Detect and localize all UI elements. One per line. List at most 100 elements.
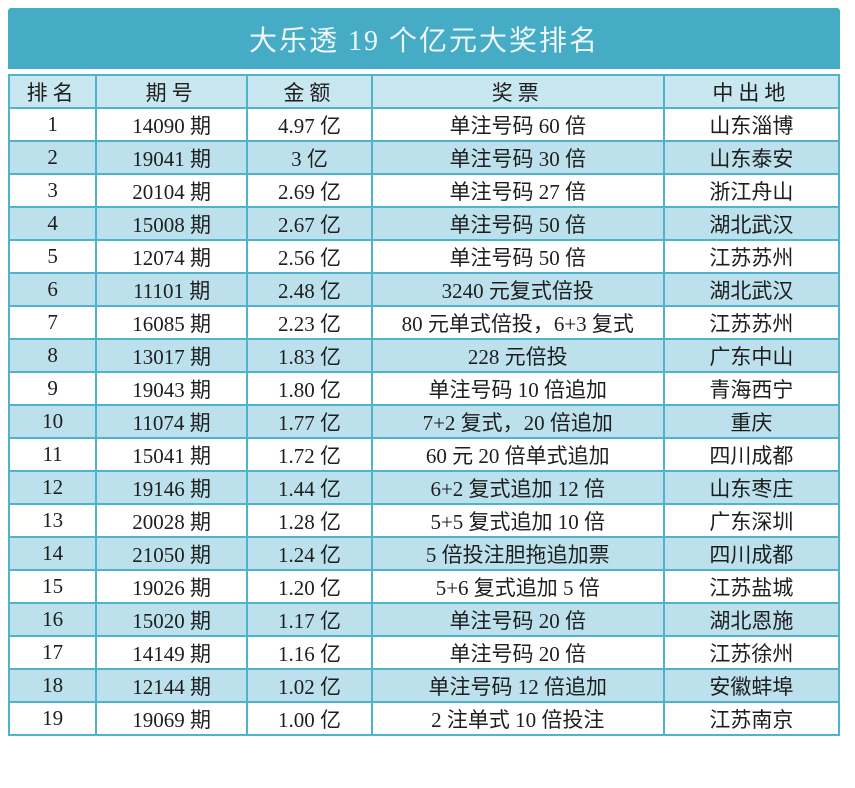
cell-place: 浙江舟山 [662,173,841,208]
table-row: 9 19043 期 1.80 亿单注号码 10 倍追加 青海西宁 [7,371,841,406]
column-header-amount: 金额 [246,74,373,109]
cell-place: 湖北武汉 [662,272,841,307]
cell-ticket: 单注号码 50 倍 [370,206,665,241]
cell-amount: 1.28 亿 [246,503,373,538]
cell-amount: 1.80 亿 [246,371,373,406]
column-header-period: 期号 [95,74,249,109]
table-row: 3 20104 期 2.69 亿单注号码 27 倍浙江舟山 [7,173,841,208]
cell-amount: 2.48 亿 [246,272,373,307]
cell-period: 20104 期 [95,173,249,208]
cell-place: 广东深圳 [662,503,841,538]
table-row: 13 20028 期 1.28 亿 5+5 复式追加 10 倍广东深圳 [7,503,841,538]
cell-amount: 1.24 亿 [246,536,373,571]
cell-rank: 8 [7,338,98,373]
cell-rank: 17 [7,635,98,670]
cell-period: 15020 期 [95,602,249,637]
cell-ticket: 80 元单式倍投，6+3 复式 [370,305,665,340]
cell-period: 15008 期 [95,206,249,241]
cell-period: 12074 期 [95,239,249,274]
table-row: 18 12144 期 1.02 亿单注号码 12 倍追加 安徽蚌埠 [7,668,841,703]
cell-rank: 16 [7,602,98,637]
cell-amount: 1.00 亿 [246,701,373,736]
cell-amount: 2.67 亿 [246,206,373,241]
table-row: 6 11101 期 2.48 亿 3240 元复式倍投 湖北武汉 [7,272,841,307]
cell-rank: 2 [7,140,98,175]
cell-rank: 4 [7,206,98,241]
cell-amount: 1.83 亿 [246,338,373,373]
cell-place: 山东淄博 [662,107,841,142]
cell-amount: 1.17 亿 [246,602,373,637]
column-header-place: 中出地 [662,74,841,109]
cell-amount: 1.02 亿 [246,668,373,703]
cell-ticket: 2 注单式 10 倍投注 [370,701,665,736]
cell-rank: 7 [7,305,98,340]
table-row: 4 15008 期 2.67 亿单注号码 50 倍湖北武汉 [7,206,841,241]
cell-period: 15041 期 [95,437,249,472]
table-row: 16 15020 期 1.17 亿单注号码 20 倍湖北恩施 [7,602,841,637]
cell-ticket: 单注号码 60 倍 [370,107,665,142]
cell-ticket: 6+2 复式追加 12 倍 [370,470,665,505]
cell-amount: 1.16 亿 [246,635,373,670]
column-header-rank: 排名 [7,74,98,109]
cell-ticket: 3240 元复式倍投 [370,272,665,307]
cell-ticket: 5+6 复式追加 5 倍 [370,569,665,604]
cell-amount: 1.20 亿 [246,569,373,604]
table-title-band: 大乐透 19 个亿元大奖排名 [8,8,840,69]
cell-rank: 11 [7,437,98,472]
column-header-ticket: 奖票 [370,74,665,109]
cell-period: 19043 期 [95,371,249,406]
cell-amount: 1.72 亿 [246,437,373,472]
cell-place: 江苏盐城 [662,569,841,604]
cell-rank: 18 [7,668,98,703]
cell-place: 湖北武汉 [662,206,841,241]
cell-ticket: 单注号码 20 倍 [370,602,665,637]
cell-place: 江苏南京 [662,701,841,736]
cell-amount: 2.56 亿 [246,239,373,274]
table-row: 10 11074 期 1.77 亿 7+2 复式，20 倍追加 重庆 [7,404,841,439]
cell-place: 山东枣庄 [662,470,841,505]
cell-rank: 19 [7,701,98,736]
table-row: 17 14149 期 1.16 亿单注号码 20 倍江苏徐州 [7,635,841,670]
cell-period: 14149 期 [95,635,249,670]
cell-place: 广东中山 [662,338,841,373]
cell-rank: 6 [7,272,98,307]
cell-amount: 4.97 亿 [246,107,373,142]
cell-amount: 2.69 亿 [246,173,373,208]
cell-amount: 1.44 亿 [246,470,373,505]
cell-amount: 3 亿 [246,140,373,175]
cell-ticket: 单注号码 30 倍 [370,140,665,175]
cell-rank: 3 [7,173,98,208]
table-row: 8 13017 期 1.83 亿 228 元倍投 广东中山 [7,338,841,373]
cell-period: 21050 期 [95,536,249,571]
cell-rank: 14 [7,536,98,571]
cell-rank: 13 [7,503,98,538]
cell-period: 11074 期 [95,404,249,439]
cell-period: 16085 期 [95,305,249,340]
cell-ticket: 228 元倍投 [370,338,665,373]
cell-period: 19041 期 [95,140,249,175]
cell-place: 安徽蚌埠 [662,668,841,703]
cell-ticket: 单注号码 50 倍 [370,239,665,274]
cell-place: 江苏苏州 [662,239,841,274]
cell-period: 11101 期 [95,272,249,307]
cell-rank: 10 [7,404,98,439]
cell-amount: 2.23 亿 [246,305,373,340]
table-row: 5 12074 期 2.56 亿单注号码 50 倍江苏苏州 [7,239,841,274]
cell-ticket: 5 倍投注胆拖追加票 [370,536,665,571]
ranking-table: 排名 期号 金额 奖票 中出地 1 14090 期 4.97 亿单注号码 60 倍山… [7,74,841,736]
cell-period: 14090 期 [95,107,249,142]
cell-ticket: 5+5 复式追加 10 倍 [370,503,665,538]
table-row: 11 15041 期 1.72 亿 60 元 20 倍单式追加 四川成都 [7,437,841,472]
cell-period: 13017 期 [95,338,249,373]
cell-ticket: 单注号码 20 倍 [370,635,665,670]
cell-rank: 5 [7,239,98,274]
cell-place: 江苏徐州 [662,635,841,670]
cell-period: 19069 期 [95,701,249,736]
table-row: 12 19146 期 1.44 亿 6+2 复式追加 12 倍山东枣庄 [7,470,841,505]
cell-period: 19146 期 [95,470,249,505]
